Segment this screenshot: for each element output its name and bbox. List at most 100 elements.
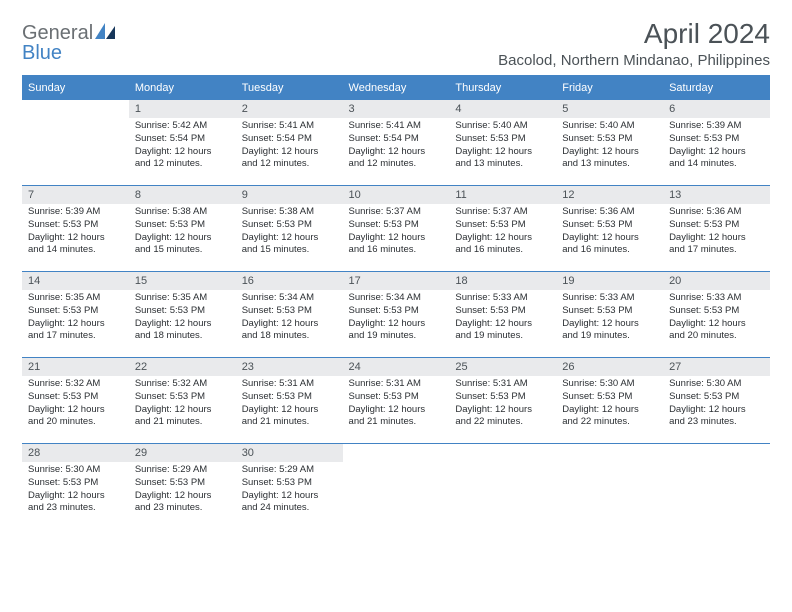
day-details: Sunrise: 5:34 AMSunset: 5:53 PMDaylight:… — [343, 290, 450, 347]
weekday-header: Tuesday — [236, 76, 343, 100]
day-number: 19 — [556, 272, 663, 290]
day-details: Sunrise: 5:32 AMSunset: 5:53 PMDaylight:… — [129, 376, 236, 433]
calendar-day-cell: 4Sunrise: 5:40 AMSunset: 5:53 PMDaylight… — [449, 100, 556, 186]
calendar-day-cell: 21Sunrise: 5:32 AMSunset: 5:53 PMDayligh… — [22, 358, 129, 444]
day-details: Sunrise: 5:32 AMSunset: 5:53 PMDaylight:… — [22, 376, 129, 433]
calendar-week-row: 28Sunrise: 5:30 AMSunset: 5:53 PMDayligh… — [22, 444, 770, 530]
weekday-header-row: SundayMondayTuesdayWednesdayThursdayFrid… — [22, 76, 770, 100]
day-details: Sunrise: 5:41 AMSunset: 5:54 PMDaylight:… — [236, 118, 343, 175]
day-number: 7 — [22, 186, 129, 204]
calendar-day-cell: 8Sunrise: 5:38 AMSunset: 5:53 PMDaylight… — [129, 186, 236, 272]
calendar-page: General Blue April 2024 Bacolod, Norther… — [0, 0, 792, 548]
calendar-day-cell: 2Sunrise: 5:41 AMSunset: 5:54 PMDaylight… — [236, 100, 343, 186]
day-number: 22 — [129, 358, 236, 376]
day-number: 6 — [663, 100, 770, 118]
day-number: 29 — [129, 444, 236, 462]
calendar-day-cell: 13Sunrise: 5:36 AMSunset: 5:53 PMDayligh… — [663, 186, 770, 272]
calendar-day-cell: 29Sunrise: 5:29 AMSunset: 5:53 PMDayligh… — [129, 444, 236, 530]
calendar-table: SundayMondayTuesdayWednesdayThursdayFrid… — [22, 75, 770, 530]
day-details: Sunrise: 5:29 AMSunset: 5:53 PMDaylight:… — [129, 462, 236, 519]
day-details: Sunrise: 5:30 AMSunset: 5:53 PMDaylight:… — [556, 376, 663, 433]
day-number: 23 — [236, 358, 343, 376]
day-number: 2 — [236, 100, 343, 118]
title-block: April 2024 Bacolod, Northern Mindanao, P… — [498, 18, 770, 69]
logo-sail-icon — [95, 23, 117, 39]
calendar-day-cell: 10Sunrise: 5:37 AMSunset: 5:53 PMDayligh… — [343, 186, 450, 272]
day-details: Sunrise: 5:31 AMSunset: 5:53 PMDaylight:… — [449, 376, 556, 433]
day-number: 21 — [22, 358, 129, 376]
calendar-day-cell: 5Sunrise: 5:40 AMSunset: 5:53 PMDaylight… — [556, 100, 663, 186]
calendar-week-row: ..1Sunrise: 5:42 AMSunset: 5:54 PMDaylig… — [22, 100, 770, 186]
calendar-day-cell: 9Sunrise: 5:38 AMSunset: 5:53 PMDaylight… — [236, 186, 343, 272]
day-details: Sunrise: 5:36 AMSunset: 5:53 PMDaylight:… — [556, 204, 663, 261]
weekday-header: Monday — [129, 76, 236, 100]
calendar-day-cell: 17Sunrise: 5:34 AMSunset: 5:53 PMDayligh… — [343, 272, 450, 358]
day-details: Sunrise: 5:35 AMSunset: 5:53 PMDaylight:… — [129, 290, 236, 347]
calendar-day-cell: 7Sunrise: 5:39 AMSunset: 5:53 PMDaylight… — [22, 186, 129, 272]
calendar-day-cell: 27Sunrise: 5:30 AMSunset: 5:53 PMDayligh… — [663, 358, 770, 444]
logo: General Blue — [22, 24, 117, 64]
day-details: Sunrise: 5:33 AMSunset: 5:53 PMDaylight:… — [556, 290, 663, 347]
calendar-day-cell: 16Sunrise: 5:34 AMSunset: 5:53 PMDayligh… — [236, 272, 343, 358]
calendar-day-cell: .. — [449, 444, 556, 530]
calendar-day-cell: .. — [556, 444, 663, 530]
day-details: Sunrise: 5:39 AMSunset: 5:53 PMDaylight:… — [22, 204, 129, 261]
day-number: 14 — [22, 272, 129, 290]
month-title: April 2024 — [498, 18, 770, 50]
logo-word-general: General — [22, 22, 93, 44]
calendar-week-row: 14Sunrise: 5:35 AMSunset: 5:53 PMDayligh… — [22, 272, 770, 358]
day-details: Sunrise: 5:36 AMSunset: 5:53 PMDaylight:… — [663, 204, 770, 261]
weekday-header: Friday — [556, 76, 663, 100]
calendar-day-cell: 25Sunrise: 5:31 AMSunset: 5:53 PMDayligh… — [449, 358, 556, 444]
day-details: Sunrise: 5:40 AMSunset: 5:53 PMDaylight:… — [556, 118, 663, 175]
day-number: 25 — [449, 358, 556, 376]
calendar-day-cell: 15Sunrise: 5:35 AMSunset: 5:53 PMDayligh… — [129, 272, 236, 358]
day-details: Sunrise: 5:29 AMSunset: 5:53 PMDaylight:… — [236, 462, 343, 519]
day-details: Sunrise: 5:37 AMSunset: 5:53 PMDaylight:… — [449, 204, 556, 261]
day-number: 10 — [343, 186, 450, 204]
day-details: Sunrise: 5:33 AMSunset: 5:53 PMDaylight:… — [663, 290, 770, 347]
calendar-day-cell: 1Sunrise: 5:42 AMSunset: 5:54 PMDaylight… — [129, 100, 236, 186]
day-details: Sunrise: 5:31 AMSunset: 5:53 PMDaylight:… — [236, 376, 343, 433]
calendar-day-cell: 18Sunrise: 5:33 AMSunset: 5:53 PMDayligh… — [449, 272, 556, 358]
logo-word-blue: Blue — [22, 42, 62, 64]
day-number: 11 — [449, 186, 556, 204]
weekday-header: Sunday — [22, 76, 129, 100]
location-subtitle: Bacolod, Northern Mindanao, Philippines — [498, 52, 770, 69]
calendar-day-cell: 12Sunrise: 5:36 AMSunset: 5:53 PMDayligh… — [556, 186, 663, 272]
calendar-day-cell: 28Sunrise: 5:30 AMSunset: 5:53 PMDayligh… — [22, 444, 129, 530]
day-number: 5 — [556, 100, 663, 118]
day-number: 15 — [129, 272, 236, 290]
header: General Blue April 2024 Bacolod, Norther… — [22, 18, 770, 69]
day-details: Sunrise: 5:39 AMSunset: 5:53 PMDaylight:… — [663, 118, 770, 175]
calendar-day-cell: 3Sunrise: 5:41 AMSunset: 5:54 PMDaylight… — [343, 100, 450, 186]
day-number: 26 — [556, 358, 663, 376]
day-details: Sunrise: 5:38 AMSunset: 5:53 PMDaylight:… — [236, 204, 343, 261]
day-number: 20 — [663, 272, 770, 290]
calendar-day-cell: 19Sunrise: 5:33 AMSunset: 5:53 PMDayligh… — [556, 272, 663, 358]
calendar-day-cell: 26Sunrise: 5:30 AMSunset: 5:53 PMDayligh… — [556, 358, 663, 444]
calendar-day-cell: 23Sunrise: 5:31 AMSunset: 5:53 PMDayligh… — [236, 358, 343, 444]
day-number: 17 — [343, 272, 450, 290]
calendar-day-cell: .. — [22, 100, 129, 186]
day-details: Sunrise: 5:30 AMSunset: 5:53 PMDaylight:… — [22, 462, 129, 519]
day-details: Sunrise: 5:42 AMSunset: 5:54 PMDaylight:… — [129, 118, 236, 175]
calendar-day-cell: 6Sunrise: 5:39 AMSunset: 5:53 PMDaylight… — [663, 100, 770, 186]
day-details: Sunrise: 5:35 AMSunset: 5:53 PMDaylight:… — [22, 290, 129, 347]
day-details: Sunrise: 5:33 AMSunset: 5:53 PMDaylight:… — [449, 290, 556, 347]
day-number: 24 — [343, 358, 450, 376]
weekday-header: Saturday — [663, 76, 770, 100]
day-details: Sunrise: 5:31 AMSunset: 5:53 PMDaylight:… — [343, 376, 450, 433]
day-number: 8 — [129, 186, 236, 204]
day-number: 28 — [22, 444, 129, 462]
day-number: 3 — [343, 100, 450, 118]
day-number: 27 — [663, 358, 770, 376]
calendar-week-row: 21Sunrise: 5:32 AMSunset: 5:53 PMDayligh… — [22, 358, 770, 444]
weekday-header: Wednesday — [343, 76, 450, 100]
day-details: Sunrise: 5:37 AMSunset: 5:53 PMDaylight:… — [343, 204, 450, 261]
calendar-week-row: 7Sunrise: 5:39 AMSunset: 5:53 PMDaylight… — [22, 186, 770, 272]
calendar-day-cell: 20Sunrise: 5:33 AMSunset: 5:53 PMDayligh… — [663, 272, 770, 358]
day-number: 18 — [449, 272, 556, 290]
calendar-day-cell: 30Sunrise: 5:29 AMSunset: 5:53 PMDayligh… — [236, 444, 343, 530]
weekday-header: Thursday — [449, 76, 556, 100]
